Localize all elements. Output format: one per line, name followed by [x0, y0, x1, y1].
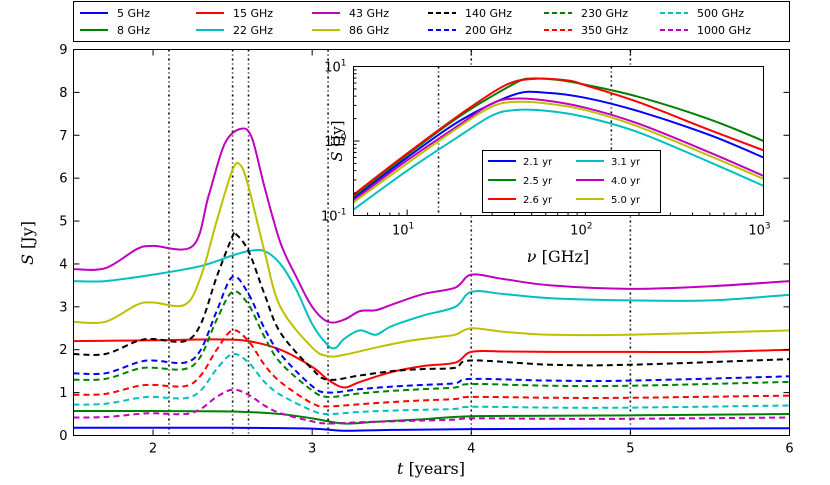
- inset-legend-label-4: 4.0 yr: [611, 176, 641, 187]
- top-legend-label-8: 230 GHz: [581, 7, 628, 20]
- main-series-line-2: [73, 338, 790, 389]
- top-legend-label-10: 500 GHz: [697, 7, 744, 20]
- main-series-line-4: [73, 127, 790, 324]
- main-axes-ticks: 2 3 4 5 6 0 1 2 3 4 5 6 7 8 9: [59, 43, 793, 457]
- main-y-axis-unit: [Jy]: [18, 221, 37, 249]
- inset-legend-label-5: 5.0 yr: [611, 195, 641, 206]
- inset-x-tick-base-0: 10: [392, 224, 409, 239]
- top-legend-label-11: 1000 GHz: [697, 24, 751, 37]
- inset-y-tick-exp-2: 1: [341, 59, 347, 69]
- main-series-line-8: [73, 290, 790, 398]
- main-series-line-9: [73, 329, 790, 408]
- inset-legend-label-1: 2.5 yr: [523, 176, 553, 187]
- top-legend-frame: [73, 1, 790, 42]
- main-y-tick-label-6: 6: [59, 172, 67, 187]
- inset-y-tick-base-1: 10: [324, 135, 341, 150]
- inset-y-tick-label-0: 10-1: [321, 208, 347, 225]
- main-series-line-11: [73, 388, 790, 425]
- top-legend: 5 GHz 8 GHz 15 GHz 22 GHz 43 GHz 86 GHz 140 GH…: [80, 7, 751, 37]
- main-y-tick-label-0: 0: [59, 429, 67, 444]
- top-legend-label-3: 22 GHz: [233, 24, 273, 37]
- main-y-tick-label-4: 4: [59, 257, 67, 272]
- main-x-tick-label-1: 3: [308, 442, 316, 457]
- inset-series-line-2: [353, 77, 764, 196]
- inset-series-line-5: [353, 100, 764, 204]
- top-legend-label-6: 140 GHz: [465, 7, 512, 20]
- main-x-axis-label: t [years]: [397, 459, 465, 478]
- main-y-tick-label-3: 3: [59, 300, 67, 315]
- top-legend-label-7: 200 GHz: [465, 24, 512, 37]
- top-legend-label-0: 5 GHz: [117, 7, 150, 20]
- main-y-tick-label-2: 2: [59, 343, 67, 358]
- top-legend-label-4: 43 GHz: [349, 7, 389, 20]
- main-y-axis-symbol: S: [18, 254, 37, 265]
- main-series-line-1: [73, 410, 790, 425]
- inset-x-tick-base-2: 10: [748, 224, 765, 239]
- inset-legend-label-2: 2.6 yr: [523, 195, 553, 206]
- inset-legend-label-3: 3.1 yr: [611, 157, 641, 168]
- inset-x-tick-label-1: 102: [570, 222, 592, 239]
- inset-x-axis-label: ν [GHz]: [527, 247, 589, 266]
- main-x-axis-unit: [years]: [409, 459, 465, 478]
- main-y-axis-label: S [Jy]: [18, 221, 37, 265]
- main-x-tick-label-0: 2: [149, 442, 157, 457]
- main-y-tick-label-5: 5: [59, 215, 67, 230]
- top-legend-label-9: 350 GHz: [581, 24, 628, 37]
- main-series-line-10: [73, 352, 790, 416]
- top-legend-label-5: 86 GHz: [349, 24, 389, 37]
- main-x-axis-symbol: t: [397, 459, 404, 478]
- inset-series-line-3: [353, 108, 764, 211]
- inset-x-tick-exp-2: 3: [765, 222, 771, 232]
- inset-x-tick-exp-0: 1: [409, 222, 415, 232]
- inset-x-tick-exp-1: 2: [587, 222, 593, 232]
- inset-y-tick-exp-0: -1: [338, 208, 347, 218]
- main-series-line-5: [73, 161, 790, 358]
- main-y-tick-label-1: 1: [59, 386, 67, 401]
- inset-x-axis-symbol: ν: [527, 247, 537, 266]
- inset-y-axis-unit: [Jy]: [328, 120, 346, 146]
- inset-series-line-4: [353, 97, 764, 202]
- main-series: [73, 127, 790, 432]
- inset-x-tick-base-1: 10: [570, 224, 587, 239]
- inset-y-axis-symbol: S: [328, 151, 346, 161]
- main-x-tick-label-2: 4: [467, 442, 475, 457]
- top-legend-label-2: 15 GHz: [233, 7, 273, 20]
- main-y-tick-label-9: 9: [59, 43, 67, 58]
- inset-x-axis-unit: [GHz]: [542, 247, 590, 266]
- inset-y-tick-base-0: 10: [321, 210, 338, 225]
- inset-x-tick-label-2: 103: [748, 222, 770, 239]
- inset-series: [353, 77, 764, 211]
- inset-y-tick-base-2: 10: [324, 61, 341, 76]
- inset-series-line-0: [353, 90, 764, 200]
- main-series-line-3: [73, 248, 790, 350]
- main-y-tick-label-7: 7: [59, 129, 67, 144]
- main-series-line-7: [73, 275, 790, 394]
- inset-legend: 2.1 yr 2.5 yr 2.6 yr 3.1 yr 4.0 yr 5.0 yr: [482, 150, 661, 213]
- inset-y-tick-exp-1: 0: [341, 133, 347, 143]
- main-series-line-6: [73, 230, 790, 381]
- main-series-line-0: [73, 426, 790, 432]
- top-legend-label-1: 8 GHz: [117, 24, 150, 37]
- inset-legend-label-0: 2.1 yr: [523, 157, 553, 168]
- main-x-tick-label-3: 5: [626, 442, 634, 457]
- inset-y-tick-label-1: 100: [324, 133, 347, 150]
- main-plot-frame: [73, 49, 790, 436]
- main-x-tick-label-4: 6: [785, 442, 793, 457]
- inset-y-tick-label-2: 101: [324, 59, 346, 76]
- main-y-tick-label-8: 8: [59, 86, 67, 101]
- inset-x-tick-label-0: 101: [392, 222, 414, 239]
- inset-y-axis-label: S [Jy]: [328, 120, 346, 161]
